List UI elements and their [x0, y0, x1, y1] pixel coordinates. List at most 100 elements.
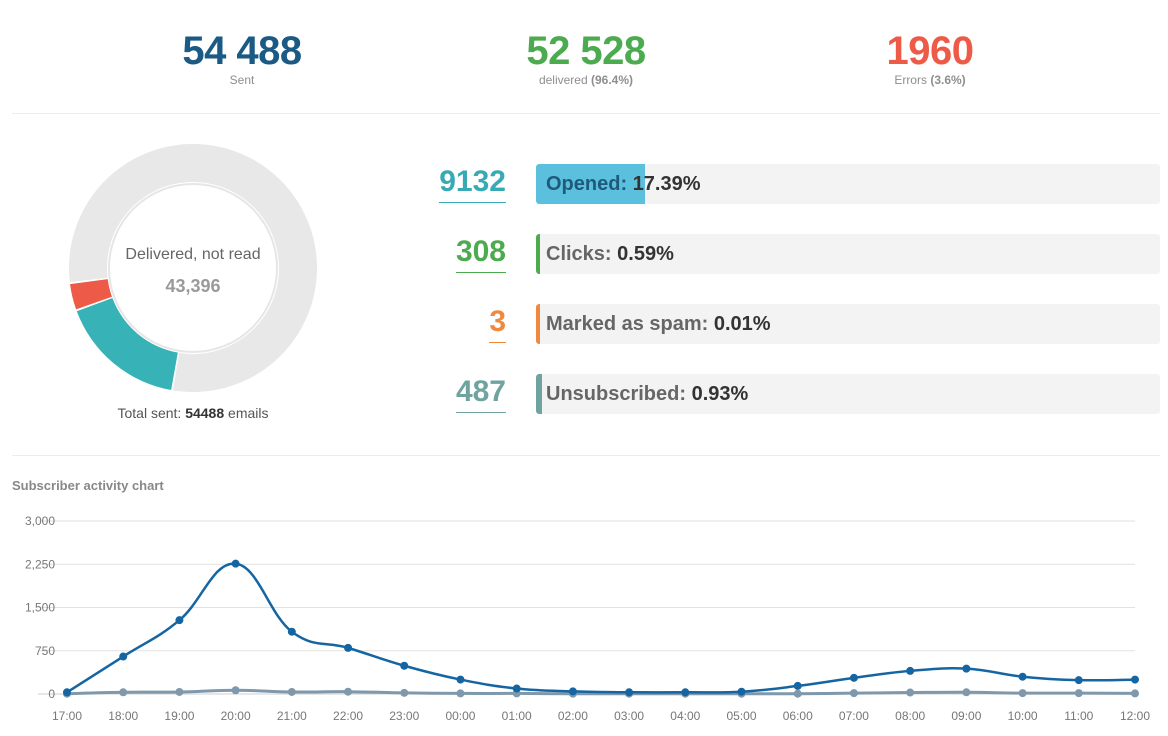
- data-point[interactable]: [1018, 672, 1027, 681]
- metric-spam: 3 Marked as spam: 0.01%: [400, 304, 1160, 344]
- unsubscribed-bar: Unsubscribed: 0.93%: [536, 374, 1160, 414]
- opened-count[interactable]: 9132: [439, 164, 506, 203]
- metric-opened: 9132 Opened: 17.39%: [400, 164, 1160, 204]
- data-point[interactable]: [568, 687, 577, 696]
- metric-clicks: 308 Clicks: 0.59%: [400, 234, 1160, 274]
- spam-count[interactable]: 3: [489, 304, 506, 343]
- unsubscribed-bar-fill: [536, 374, 542, 414]
- spam-bar: Marked as spam: 0.01%: [536, 304, 1160, 344]
- delivered-label: delivered (96.4%): [538, 73, 634, 87]
- spam-text: Marked as spam: 0.01%: [546, 313, 771, 335]
- x-tick-label: 23:00: [389, 709, 419, 723]
- data-point[interactable]: [1018, 689, 1027, 698]
- sent-stat: 54 488 Sent: [112, 28, 372, 87]
- data-point[interactable]: [962, 664, 971, 673]
- spam-bar-fill: [536, 304, 540, 344]
- series-line-0: [66, 562, 1136, 694]
- x-tick-label: 02:00: [558, 709, 588, 723]
- y-tick-label: 750: [35, 644, 55, 658]
- middle-divider: [12, 455, 1160, 456]
- data-point[interactable]: [849, 689, 858, 698]
- delivered-value: 52 528: [526, 29, 646, 73]
- data-point[interactable]: [456, 675, 465, 684]
- data-point[interactable]: [681, 688, 690, 697]
- x-tick-label: 17:00: [52, 709, 82, 723]
- x-tick-label: 10:00: [1008, 709, 1038, 723]
- data-point[interactable]: [1131, 689, 1139, 698]
- delivered-percent: (96.4%): [591, 73, 634, 87]
- y-tick-label: 3,000: [25, 514, 55, 528]
- donut-segment-opened[interactable]: [76, 297, 178, 391]
- data-point[interactable]: [287, 687, 296, 696]
- errors-percent: (3.6%): [930, 73, 966, 87]
- opened-text: Opened: 17.39%: [546, 173, 701, 195]
- top-divider: [12, 113, 1160, 114]
- x-tick-label: 00:00: [445, 709, 475, 723]
- data-point[interactable]: [1074, 689, 1083, 698]
- data-point[interactable]: [962, 688, 971, 697]
- data-point[interactable]: [344, 643, 353, 652]
- data-point[interactable]: [400, 661, 409, 670]
- summary-stats: 54 488 Sent 52 528 delivered (96.4%) 196…: [0, 0, 1168, 113]
- opened-bar-fill: [536, 164, 645, 204]
- chart-title: Subscriber activity chart: [12, 478, 164, 493]
- activity-line-chart: 0 750 1,500 2,250 3,000 17:00 18:00 19:00 20:00 2…: [25, 514, 1150, 723]
- data-point[interactable]: [1131, 675, 1139, 684]
- data-point[interactable]: [119, 688, 128, 697]
- y-tick-label: 1,500: [25, 601, 55, 615]
- clicks-bar-fill: [536, 234, 540, 274]
- data-point[interactable]: [737, 687, 746, 696]
- x-tick-label: 18:00: [108, 709, 138, 723]
- x-tick-label: 22:00: [333, 709, 363, 723]
- data-point[interactable]: [1074, 676, 1083, 685]
- data-point[interactable]: [456, 689, 465, 698]
- data-point[interactable]: [175, 687, 184, 696]
- data-point[interactable]: [344, 687, 353, 696]
- data-point[interactable]: [849, 673, 858, 682]
- unsubscribed-text: Unsubscribed: 0.93%: [546, 383, 749, 405]
- data-point[interactable]: [400, 688, 409, 697]
- x-tick-label: 12:00: [1120, 709, 1150, 723]
- data-point[interactable]: [906, 688, 915, 697]
- delivered-stat: 52 528 delivered (96.4%): [456, 28, 716, 87]
- data-point[interactable]: [175, 616, 184, 625]
- x-tick-label: 04:00: [670, 709, 700, 723]
- clicks-count[interactable]: 308: [455, 234, 506, 273]
- errors-stat: 1960 Errors (3.6%): [800, 28, 1060, 87]
- data-point[interactable]: [512, 684, 521, 693]
- x-tick-label: 19:00: [164, 709, 194, 723]
- x-tick-label: 03:00: [614, 709, 644, 723]
- donut-inner-ring: [108, 183, 278, 353]
- data-point[interactable]: [231, 686, 240, 695]
- donut-segment-errors[interactable]: [70, 279, 112, 310]
- donut-segment-delivered-not-read[interactable]: [69, 144, 317, 392]
- data-point[interactable]: [793, 689, 802, 698]
- x-tick-label: 11:00: [1064, 709, 1093, 723]
- data-point[interactable]: [625, 688, 634, 697]
- donut-center-label: Delivered, not read: [125, 246, 261, 263]
- data-point[interactable]: [231, 559, 240, 568]
- data-point[interactable]: [119, 652, 128, 661]
- x-tick-label: 07:00: [839, 709, 869, 723]
- opened-bar: Opened: 17.39%: [536, 164, 1160, 204]
- data-point[interactable]: [63, 688, 71, 697]
- errors-value: 1960: [886, 29, 974, 73]
- unsubscribed-count[interactable]: 487: [455, 374, 506, 413]
- metric-unsubscribed: 487 Unsubscribed: 0.93%: [400, 374, 1160, 414]
- donut-chart: [69, 144, 317, 392]
- series-line-1: [66, 688, 1136, 696]
- y-tick-label: 0: [48, 687, 55, 701]
- total-sent-value: 54488: [185, 405, 225, 421]
- data-point[interactable]: [906, 666, 915, 675]
- sent-label: Sent: [229, 73, 255, 87]
- x-tick-label: 20:00: [221, 709, 251, 723]
- y-tick-label: 2,250: [25, 557, 55, 571]
- delivery-donut: Delivered, not read 43,396: [60, 140, 326, 400]
- x-tick-label: 09:00: [951, 709, 981, 723]
- data-point[interactable]: [793, 681, 802, 690]
- x-tick-label: 01:00: [502, 709, 532, 723]
- clicks-text: Clicks: 0.59%: [546, 243, 674, 265]
- data-point[interactable]: [287, 627, 296, 636]
- total-sent: Total sent: 54488 emails: [117, 405, 269, 421]
